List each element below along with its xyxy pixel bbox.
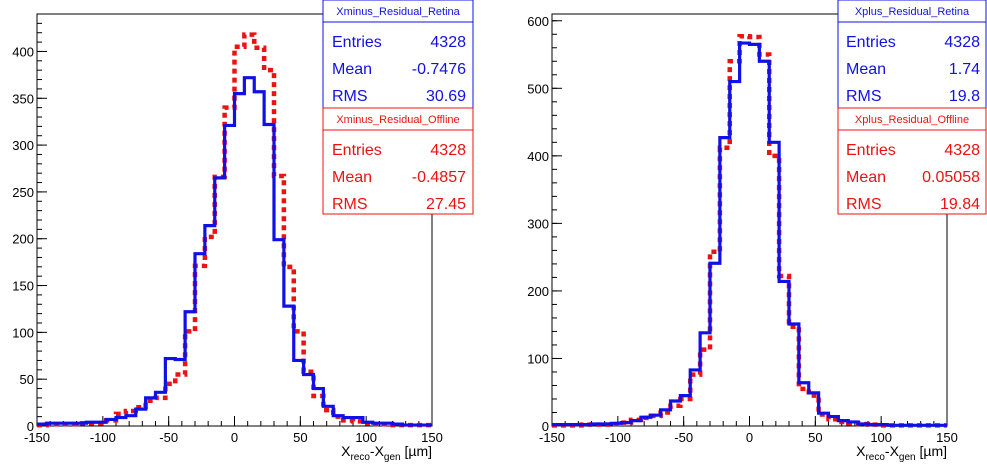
x-axis: -150 -100 -50 0 50 100 150: [24, 416, 443, 445]
stats-value-mean: 0.05058: [922, 169, 980, 186]
x-tick-label: -100: [90, 430, 116, 445]
stats-value-mean: -0.4857: [412, 169, 466, 186]
x-tick-label: -50: [159, 430, 178, 445]
y-tick-label: 300: [527, 216, 549, 231]
y-tick-label: 200: [527, 284, 549, 299]
x-tick-label: -150: [24, 430, 50, 445]
x-tick-label: 150: [421, 430, 443, 445]
stats-value-mean: 1.74: [949, 61, 980, 78]
stats-title: Xplus_Residual_Retina: [855, 6, 970, 18]
series-layer: [37, 32, 432, 428]
y-tick-label: 350: [12, 91, 34, 106]
stats-label-entries: Entries: [846, 34, 896, 51]
series-layer: [552, 34, 947, 428]
stats-value-mean: -0.7476: [412, 61, 466, 78]
stats-box-offline: Xminus_Residual_Offline Entries 4328 Mea…: [322, 107, 474, 215]
y-axis: 0 50 100 150 200 250 300 350 400: [12, 13, 47, 434]
stats-box-offline: Xplus_Residual_Offline Entries 4328 Mean…: [837, 107, 987, 215]
x-tick-label: 0: [231, 430, 238, 445]
series-line-retina: [552, 41, 947, 427]
stats-title: Xminus_Residual_Retina: [336, 6, 460, 18]
stats-label-entries: Entries: [846, 142, 896, 159]
series-line-retina: [37, 76, 432, 427]
y-tick-label: 250: [12, 185, 34, 200]
y-tick-label: 0: [542, 419, 549, 434]
stats-label-mean: Mean: [332, 169, 372, 186]
y-tick-label: 500: [527, 81, 549, 96]
y-tick-label: 400: [527, 149, 549, 164]
x-tick-label: 50: [808, 430, 822, 445]
x-tick-label: 100: [355, 430, 377, 445]
x-tick-label: -100: [605, 430, 631, 445]
x-tick-label: -150: [539, 430, 565, 445]
y-tick-label: 150: [12, 279, 34, 294]
stats-value-entries: 4328: [430, 34, 466, 51]
x-tick-label: 100: [870, 430, 892, 445]
stats-label-entries: Entries: [332, 142, 382, 159]
y-tick-label: 0: [27, 419, 34, 434]
stats-label-entries: Entries: [332, 34, 382, 51]
stats-value-rms: 27.45: [426, 196, 466, 213]
y-tick-label: 50: [20, 372, 34, 387]
stats-title: Xminus_Residual_Offline: [336, 114, 459, 126]
left-histogram-panel: -150 -100 -50 0 50 100 150 0 50 100 150 200 250 300 3…: [12, 0, 474, 463]
stats-box-retina: Xminus_Residual_Retina Entries 4328 Mean…: [322, 0, 474, 109]
x-axis-title: Xreco-Xgen [µm]: [341, 443, 432, 463]
stats-value-rms: 19.84: [940, 196, 980, 213]
stats-value-rms: 19.8: [949, 88, 980, 105]
y-tick-label: 100: [527, 351, 549, 366]
stats-label-rms: RMS: [846, 196, 882, 213]
stats-label-mean: Mean: [846, 61, 886, 78]
stats-label-rms: RMS: [332, 88, 368, 105]
stats-value-rms: 30.69: [426, 88, 466, 105]
stats-value-entries: 4328: [430, 142, 466, 159]
stats-value-entries: 4328: [944, 34, 980, 51]
stats-label-rms: RMS: [332, 196, 368, 213]
x-tick-label: 50: [293, 430, 307, 445]
right-histogram-panel: -150 -100 -50 0 50 100 150 0 100 200 300 400 500 600…: [527, 0, 987, 463]
y-tick-label: 100: [12, 325, 34, 340]
y-axis: 0 100 200 300 400 500 600: [527, 14, 562, 434]
x-axis-title: Xreco-Xgen [µm]: [856, 443, 947, 463]
x-tick-label: 150: [936, 430, 958, 445]
y-tick-label: 600: [527, 14, 549, 29]
stats-value-entries: 4328: [944, 142, 980, 159]
stats-label-rms: RMS: [846, 88, 882, 105]
x-tick-label: 0: [746, 430, 753, 445]
stats-label-mean: Mean: [846, 169, 886, 186]
x-tick-label: -50: [674, 430, 693, 445]
stats-label-mean: Mean: [332, 61, 372, 78]
y-tick-label: 400: [12, 44, 34, 59]
series-line-offline: [37, 32, 432, 428]
y-tick-label: 200: [12, 232, 34, 247]
y-tick-label: 300: [12, 138, 34, 153]
stats-box-retina: Xplus_Residual_Retina Entries 4328 Mean …: [837, 0, 987, 109]
stats-title: Xplus_Residual_Offline: [855, 114, 969, 126]
